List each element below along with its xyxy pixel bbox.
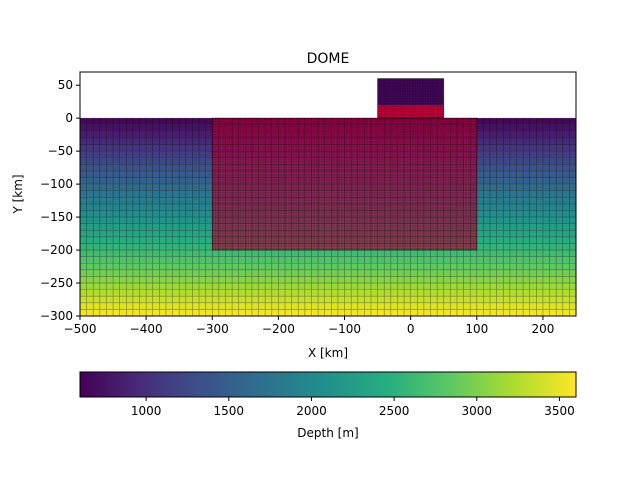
mesh-row (80, 283, 576, 290)
chart-title: DOME (307, 51, 350, 67)
x-tick-label: −100 (328, 322, 361, 336)
mesh-layer (80, 78, 576, 316)
y-axis: −300 −250 −200 −150 −100 −50 0 50 (40, 78, 80, 323)
x-tick-label: 200 (531, 322, 554, 336)
y-axis-label: Y [km] (11, 174, 25, 214)
y-tick-label: 0 (65, 111, 73, 125)
x-axis: −500 −400 −300 −200 −100 0 100 200 (64, 316, 554, 336)
mesh-grid-lines (80, 117, 576, 316)
dome-upper (377, 78, 444, 105)
mesh-row (80, 256, 576, 264)
y-tick-label: −200 (40, 243, 73, 257)
mesh-row (80, 276, 576, 284)
y-tick-label: −300 (40, 309, 73, 323)
dome-grid-lines (377, 78, 444, 119)
mesh-row (80, 250, 576, 257)
colorbar-tick-label: 1500 (214, 404, 245, 418)
plot-frame (79, 71, 577, 317)
y-tick-label: −100 (40, 177, 73, 191)
dome-outline (377, 78, 445, 119)
colorbar-tick-label: 3000 (462, 404, 493, 418)
mesh-row (80, 269, 576, 277)
y-tick-label: 50 (58, 78, 73, 92)
fine-grid-lines (212, 117, 477, 251)
x-tick-label: −500 (64, 322, 97, 336)
fine-mesh-region (212, 118, 477, 251)
mesh-row (80, 289, 576, 297)
x-tick-label: 100 (465, 322, 488, 336)
x-tick-label: −200 (262, 322, 295, 336)
colorbar-ticks: 1000 1500 2000 2500 3000 3500 (131, 397, 575, 418)
colorbar-tick-label: 2500 (379, 404, 410, 418)
mesh-row (80, 302, 576, 310)
colorbar-gradient (79, 371, 577, 398)
plot-area (80, 78, 576, 316)
x-tick-label: 0 (407, 322, 415, 336)
mesh-row (80, 309, 576, 316)
colorbar: 1000 1500 2000 2500 3000 3500 Depth [m] (79, 371, 577, 440)
colorbar-tick-label: 2000 (296, 404, 327, 418)
colorbar-tick-label: 1000 (131, 404, 162, 418)
x-tick-label: −400 (130, 322, 163, 336)
colorbar-tick-label: 3500 (544, 404, 575, 418)
dome-lower (377, 104, 444, 119)
mesh-row (80, 296, 576, 303)
x-tick-label: −300 (196, 322, 229, 336)
y-tick-label: −50 (48, 144, 73, 158)
x-axis-label: X [km] (308, 346, 348, 360)
y-tick-label: −250 (40, 276, 73, 290)
mesh-row (80, 263, 576, 270)
y-tick-label: −150 (40, 210, 73, 224)
colorbar-label: Depth [m] (297, 426, 358, 440)
fine-mesh-outline (211, 117, 478, 251)
